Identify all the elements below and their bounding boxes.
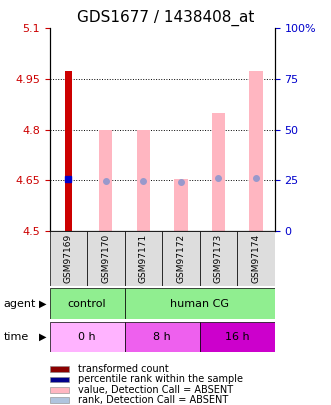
- FancyBboxPatch shape: [125, 288, 275, 319]
- Text: 8 h: 8 h: [153, 332, 171, 342]
- Bar: [50, 387, 70, 392]
- FancyBboxPatch shape: [237, 231, 275, 286]
- Text: GSM97171: GSM97171: [139, 234, 148, 283]
- Text: ▶: ▶: [39, 298, 46, 309]
- FancyBboxPatch shape: [162, 231, 200, 286]
- Text: GSM97174: GSM97174: [252, 234, 260, 283]
- FancyBboxPatch shape: [200, 231, 237, 286]
- Bar: [50, 377, 70, 382]
- Text: rank, Detection Call = ABSENT: rank, Detection Call = ABSENT: [78, 395, 228, 405]
- FancyBboxPatch shape: [87, 231, 125, 286]
- Text: transformed count: transformed count: [78, 364, 168, 374]
- Text: time: time: [3, 332, 28, 342]
- Text: value, Detection Call = ABSENT: value, Detection Call = ABSENT: [78, 385, 233, 394]
- Text: 16 h: 16 h: [225, 332, 250, 342]
- Bar: [174, 179, 188, 231]
- FancyBboxPatch shape: [50, 322, 125, 352]
- FancyBboxPatch shape: [200, 322, 275, 352]
- Text: 0 h: 0 h: [78, 332, 96, 342]
- Bar: [250, 70, 262, 231]
- Text: GDS1677 / 1438408_at: GDS1677 / 1438408_at: [77, 10, 254, 26]
- Text: control: control: [68, 298, 107, 309]
- Bar: [137, 130, 150, 231]
- Bar: [212, 113, 225, 231]
- FancyBboxPatch shape: [50, 288, 125, 319]
- Bar: [99, 130, 113, 231]
- Text: human CG: human CG: [170, 298, 229, 309]
- FancyBboxPatch shape: [125, 322, 200, 352]
- Text: GSM97172: GSM97172: [176, 234, 185, 283]
- Text: GSM97173: GSM97173: [214, 234, 223, 283]
- Bar: [50, 397, 70, 403]
- Text: percentile rank within the sample: percentile rank within the sample: [78, 375, 243, 384]
- Text: ▶: ▶: [39, 332, 46, 342]
- FancyBboxPatch shape: [50, 231, 87, 286]
- Bar: [50, 367, 70, 372]
- Bar: [65, 70, 72, 231]
- Text: agent: agent: [3, 298, 36, 309]
- FancyBboxPatch shape: [125, 231, 162, 286]
- Text: GSM97169: GSM97169: [64, 234, 73, 283]
- Text: GSM97170: GSM97170: [101, 234, 111, 283]
